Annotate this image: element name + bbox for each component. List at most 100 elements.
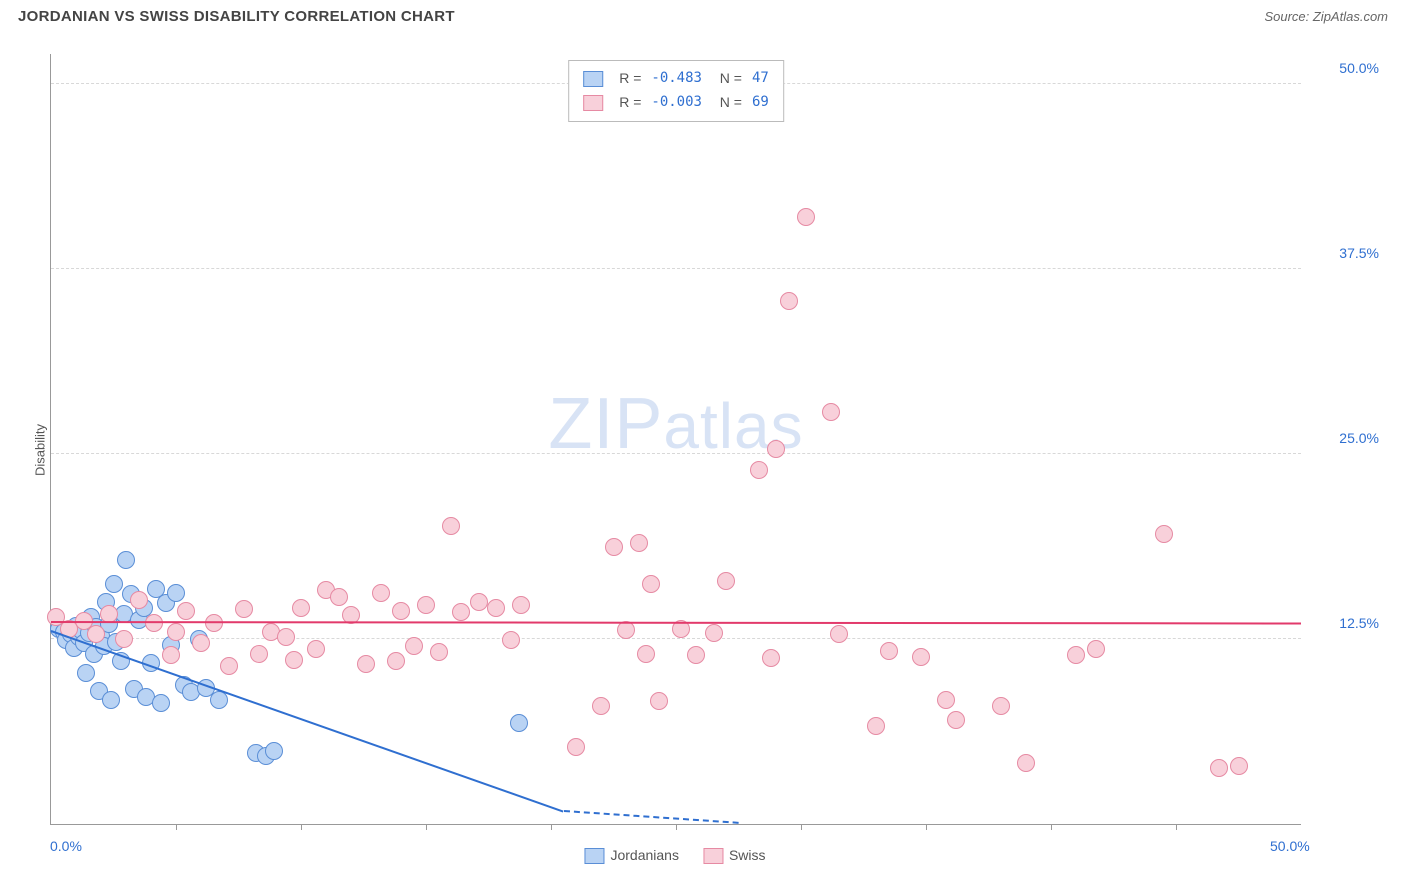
data-point (220, 657, 238, 675)
legend-label: Swiss (729, 847, 766, 863)
y-tick-label: 25.0% (1309, 430, 1379, 446)
data-point (512, 596, 530, 614)
data-point (592, 697, 610, 715)
data-point (487, 599, 505, 617)
trend-line (51, 630, 564, 813)
x-tick-mark (176, 824, 177, 830)
x-axis-max-label: 50.0% (1270, 838, 1310, 854)
y-axis-label: Disability (33, 424, 48, 476)
data-point (87, 625, 105, 643)
data-point (307, 640, 325, 658)
data-point (992, 697, 1010, 715)
data-point (1210, 759, 1228, 777)
stats-n-label: N = (712, 91, 742, 115)
data-point (567, 738, 585, 756)
stats-r-label: R = (619, 91, 641, 115)
y-tick-label: 37.5% (1309, 245, 1379, 261)
data-point (177, 602, 195, 620)
chart-container: Disability ZIPatlas R = -0.483 N = 47 R … (18, 40, 1388, 860)
data-point (717, 572, 735, 590)
data-point (687, 646, 705, 664)
x-tick-mark (926, 824, 927, 830)
x-tick-mark (801, 824, 802, 830)
data-point (705, 624, 723, 642)
data-point (442, 517, 460, 535)
data-point (167, 623, 185, 641)
data-point (937, 691, 955, 709)
data-point (102, 691, 120, 709)
data-point (630, 534, 648, 552)
stats-n-label: N = (712, 67, 742, 91)
data-point (605, 538, 623, 556)
data-point (1230, 757, 1248, 775)
data-point (867, 717, 885, 735)
chart-source: Source: ZipAtlas.com (1264, 9, 1388, 24)
stats-box: R = -0.483 N = 47 R = -0.003 N = 69 (568, 60, 784, 122)
x-tick-mark (426, 824, 427, 830)
data-point (250, 645, 268, 663)
data-point (130, 591, 148, 609)
x-axis-min-label: 0.0% (50, 838, 82, 854)
data-point (637, 645, 655, 663)
data-point (767, 440, 785, 458)
data-point (357, 655, 375, 673)
data-point (77, 664, 95, 682)
data-point (192, 634, 210, 652)
plot-area: ZIPatlas R = -0.483 N = 47 R = -0.003 N … (50, 54, 1301, 825)
data-point (330, 588, 348, 606)
x-tick-mark (676, 824, 677, 830)
data-point (285, 651, 303, 669)
data-point (387, 652, 405, 670)
data-point (947, 711, 965, 729)
legend: Jordanians Swiss (584, 847, 765, 864)
x-tick-mark (1176, 824, 1177, 830)
chart-header: JORDANIAN VS SWISS DISABILITY CORRELATIO… (0, 0, 1406, 31)
data-point (762, 649, 780, 667)
data-point (1087, 640, 1105, 658)
data-point (780, 292, 798, 310)
data-point (115, 630, 133, 648)
data-point (1017, 754, 1035, 772)
stats-r-value-1: -0.003 (651, 91, 702, 115)
data-point (417, 596, 435, 614)
data-point (105, 575, 123, 593)
data-point (830, 625, 848, 643)
data-point (510, 714, 528, 732)
x-tick-mark (1051, 824, 1052, 830)
stats-n-value-0: 47 (752, 67, 769, 91)
trend-line (51, 621, 1301, 624)
data-point (162, 646, 180, 664)
data-point (277, 628, 295, 646)
chart-title: JORDANIAN VS SWISS DISABILITY CORRELATIO… (18, 8, 455, 25)
data-point (152, 694, 170, 712)
data-point (880, 642, 898, 660)
data-point (822, 403, 840, 421)
y-tick-label: 12.5% (1309, 615, 1379, 631)
gridline (51, 453, 1301, 454)
data-point (392, 602, 410, 620)
gridline (51, 268, 1301, 269)
data-point (750, 461, 768, 479)
legend-swatch (703, 848, 723, 864)
data-point (430, 643, 448, 661)
data-point (642, 575, 660, 593)
data-point (117, 551, 135, 569)
legend-item: Swiss (703, 847, 766, 864)
stats-swatch-jordanians (583, 71, 603, 87)
data-point (912, 648, 930, 666)
data-point (167, 584, 185, 602)
data-point (292, 599, 310, 617)
x-tick-mark (551, 824, 552, 830)
data-point (265, 742, 283, 760)
data-point (502, 631, 520, 649)
stats-row-swiss: R = -0.003 N = 69 (583, 91, 769, 115)
legend-item: Jordanians (584, 847, 679, 864)
data-point (452, 603, 470, 621)
x-tick-mark (301, 824, 302, 830)
data-point (797, 208, 815, 226)
data-point (650, 692, 668, 710)
stats-r-value-0: -0.483 (651, 67, 702, 91)
stats-row-jordanians: R = -0.483 N = 47 (583, 67, 769, 91)
data-point (235, 600, 253, 618)
data-point (100, 605, 118, 623)
